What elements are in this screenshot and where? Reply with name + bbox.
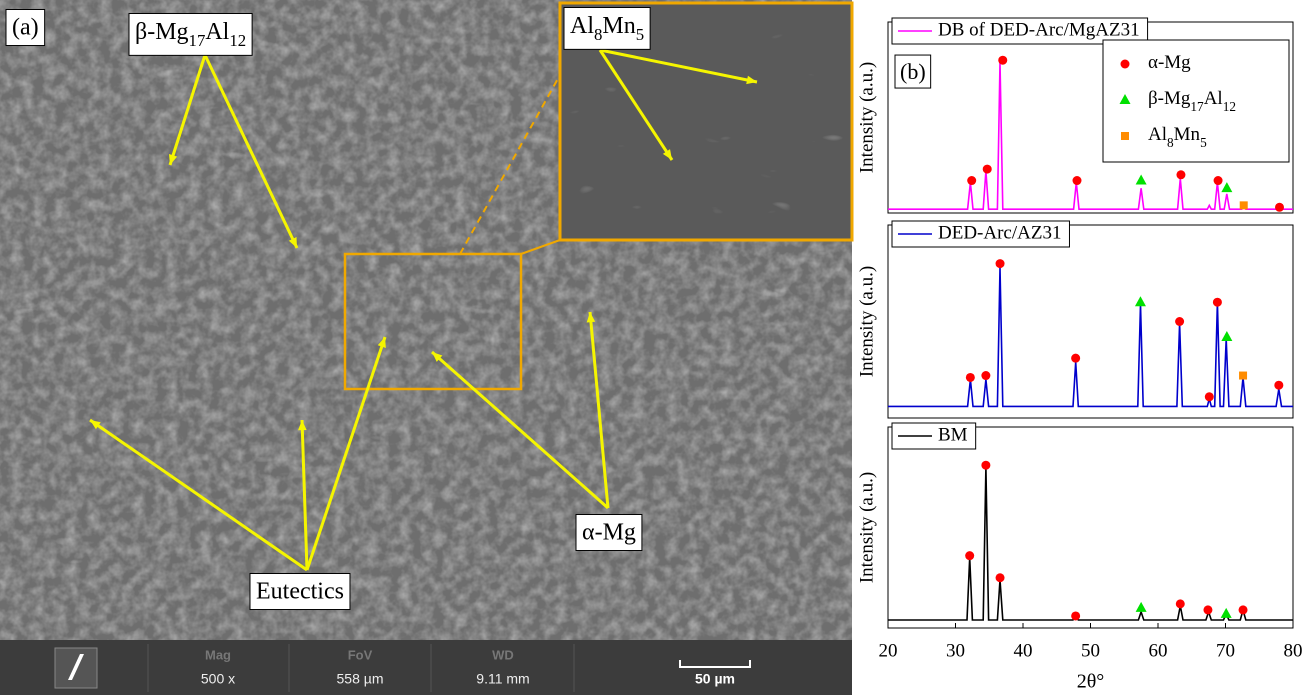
marker (1221, 182, 1232, 192)
info-value: 500 x (201, 671, 235, 687)
marker (1203, 605, 1212, 614)
marker (967, 176, 976, 185)
figure: (a) β-Mg17Al12 α-Mg Eutectics Al8Mn5 Mag… (0, 0, 1313, 695)
legend-label: α-Mg (1148, 52, 1191, 73)
y-axis-label: Intensity (a.u.) (856, 472, 877, 583)
marker (1135, 296, 1146, 306)
annotation: α-Mg (582, 520, 636, 546)
annotation: Eutectics (256, 579, 344, 605)
info-label: FoV (348, 647, 373, 662)
legend-marker (1121, 132, 1129, 140)
marker (1136, 175, 1147, 185)
marker (1176, 599, 1185, 608)
marker (1240, 201, 1248, 209)
marker (1175, 317, 1184, 326)
micrograph: (a) β-Mg17Al12 α-Mg Eutectics Al8Mn5 Mag… (0, 0, 852, 695)
xrd-line (888, 467, 1293, 620)
xrd-line (888, 268, 1293, 407)
marker (965, 551, 974, 560)
marker (1205, 392, 1214, 401)
marker (1275, 203, 1284, 212)
series-label: DED-Arc/AZ31 (938, 222, 1061, 243)
marker (1071, 354, 1080, 363)
scale-label: 50 µm (695, 671, 735, 687)
marker (1213, 298, 1222, 307)
x-tick-label: 40 (1014, 640, 1033, 661)
x-tick-label: 80 (1284, 640, 1303, 661)
info-value: 558 µm (337, 671, 384, 687)
marker (983, 165, 992, 174)
marker (996, 259, 1005, 268)
marker (996, 573, 1005, 582)
marker (998, 56, 1007, 65)
series-label: BM (938, 424, 968, 445)
marker (1239, 372, 1247, 380)
panel-label: (b) (900, 59, 926, 84)
marker (1239, 605, 1248, 614)
marker (1221, 331, 1232, 341)
marker (1221, 608, 1232, 618)
marker (1073, 176, 1082, 185)
x-tick-label: 50 (1081, 640, 1100, 661)
x-axis-label: 2θ° (1077, 671, 1105, 693)
legend-marker (1121, 60, 1130, 69)
info-value: 9.11 mm (476, 671, 529, 687)
info-label: Mag (205, 647, 231, 662)
marker (1136, 602, 1147, 612)
info-label: WD (492, 647, 514, 662)
marker (1176, 170, 1185, 179)
x-tick-label: 60 (1149, 640, 1168, 661)
marker (1071, 611, 1080, 620)
x-tick-label: 70 (1216, 640, 1235, 661)
x-tick-label: 30 (946, 640, 965, 661)
y-axis-label: Intensity (a.u.) (856, 266, 877, 377)
marker (1274, 381, 1283, 390)
series-label: DB of DED-Arc/MgAZ31 (938, 19, 1140, 40)
marker (981, 461, 990, 470)
marker (981, 371, 990, 380)
plot-frame (888, 225, 1293, 418)
charts: Intensity (a.u.) DB of DED-Arc/MgAZ31 (b) α… (856, 18, 1302, 693)
y-axis-label: Intensity (a.u.) (856, 62, 877, 173)
x-tick-label: 20 (879, 640, 898, 661)
marker (1214, 176, 1223, 185)
panel-label: (a) (12, 15, 39, 41)
plot-frame (888, 427, 1293, 628)
marker (966, 373, 975, 382)
